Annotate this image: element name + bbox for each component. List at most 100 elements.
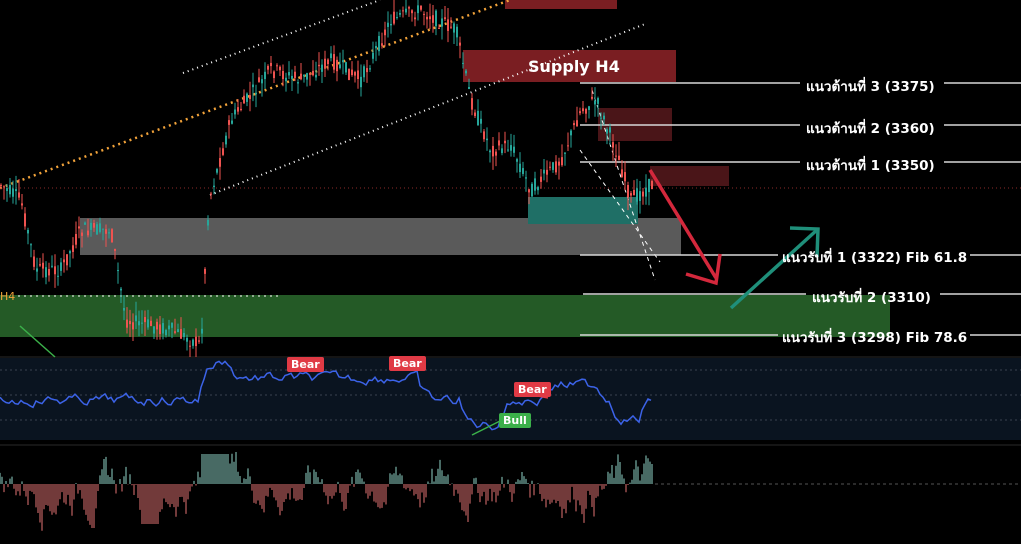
bull-tag: Bull [499,413,531,428]
candle [543,169,545,174]
candle [579,111,581,114]
candle [96,224,98,235]
candle [489,150,491,153]
h4-tag: H4 [0,290,16,303]
candle [645,187,647,197]
candle [600,117,602,119]
candle [399,13,401,15]
support-2-label: แนวรับที่ 2 (3310) [812,290,931,306]
candle [651,180,653,190]
candle [258,77,260,82]
candle [270,62,272,67]
candle [60,262,62,271]
candle [21,203,23,206]
candle [468,87,470,90]
candle [282,70,284,80]
candle [381,43,383,46]
candle [537,187,539,191]
candle [618,155,620,161]
candle [576,120,578,127]
candle [24,213,26,227]
falling-trend-line-2 [579,149,661,263]
candle [411,10,413,14]
candle [222,148,224,155]
candle [66,254,68,266]
candle [312,70,314,76]
candle [0,184,2,186]
candle [126,319,128,328]
candle [501,148,503,154]
candle [27,229,29,234]
candle [366,68,368,73]
candle [111,229,113,243]
candle [552,162,554,170]
candle [102,228,104,230]
candle [264,71,266,80]
candle [597,98,599,104]
candle [447,19,449,31]
candle [279,66,281,71]
resistance-2-label: แนวต้านที่ 2 (3360) [806,121,935,137]
candle [84,222,86,225]
candle [342,60,344,63]
gray-demand-zone [80,218,681,255]
candle [477,110,479,126]
candle [426,16,428,20]
candle [141,322,143,324]
supply-h4-label: Supply H4 [528,57,620,76]
candle [627,185,629,198]
candle [117,270,119,272]
candle [252,84,254,88]
candle [423,13,425,15]
candle [495,151,497,156]
supply-zone-top [505,0,617,9]
candle [204,268,206,274]
candle [132,322,134,330]
candle [546,169,548,175]
candle [306,73,308,80]
candle [75,234,77,245]
candle [522,168,524,174]
candle [237,107,239,112]
candle [18,192,20,198]
candle [534,178,536,191]
candle [336,59,338,72]
trend-line-green [19,325,56,358]
candle [42,262,44,269]
candle [363,66,365,78]
candle [171,322,173,328]
candle [240,108,242,111]
candle [624,172,626,182]
rsi-bull-divergence [471,420,501,436]
candle [291,75,293,79]
candle [180,329,182,339]
candle [570,130,572,136]
candle [144,317,146,323]
falling-trend-line-1 [591,89,656,281]
candle [396,17,398,19]
candle [567,145,569,147]
candle [528,189,530,193]
down-arrow-head [685,253,722,286]
candle [564,152,566,154]
candle [186,337,188,342]
candle [81,232,83,236]
candle [162,323,164,334]
candle [630,193,632,196]
candle [219,158,221,167]
candle [327,59,329,65]
candle [69,251,71,254]
candle [507,149,509,151]
candle [444,17,446,20]
candle [450,26,452,28]
candle [408,7,410,9]
candle [15,189,17,192]
candle [492,145,494,157]
candle [393,11,395,24]
candle [78,226,80,229]
candle [273,71,275,79]
candle [519,163,521,173]
candle [471,98,473,110]
candle [108,232,110,234]
candle [633,189,635,196]
